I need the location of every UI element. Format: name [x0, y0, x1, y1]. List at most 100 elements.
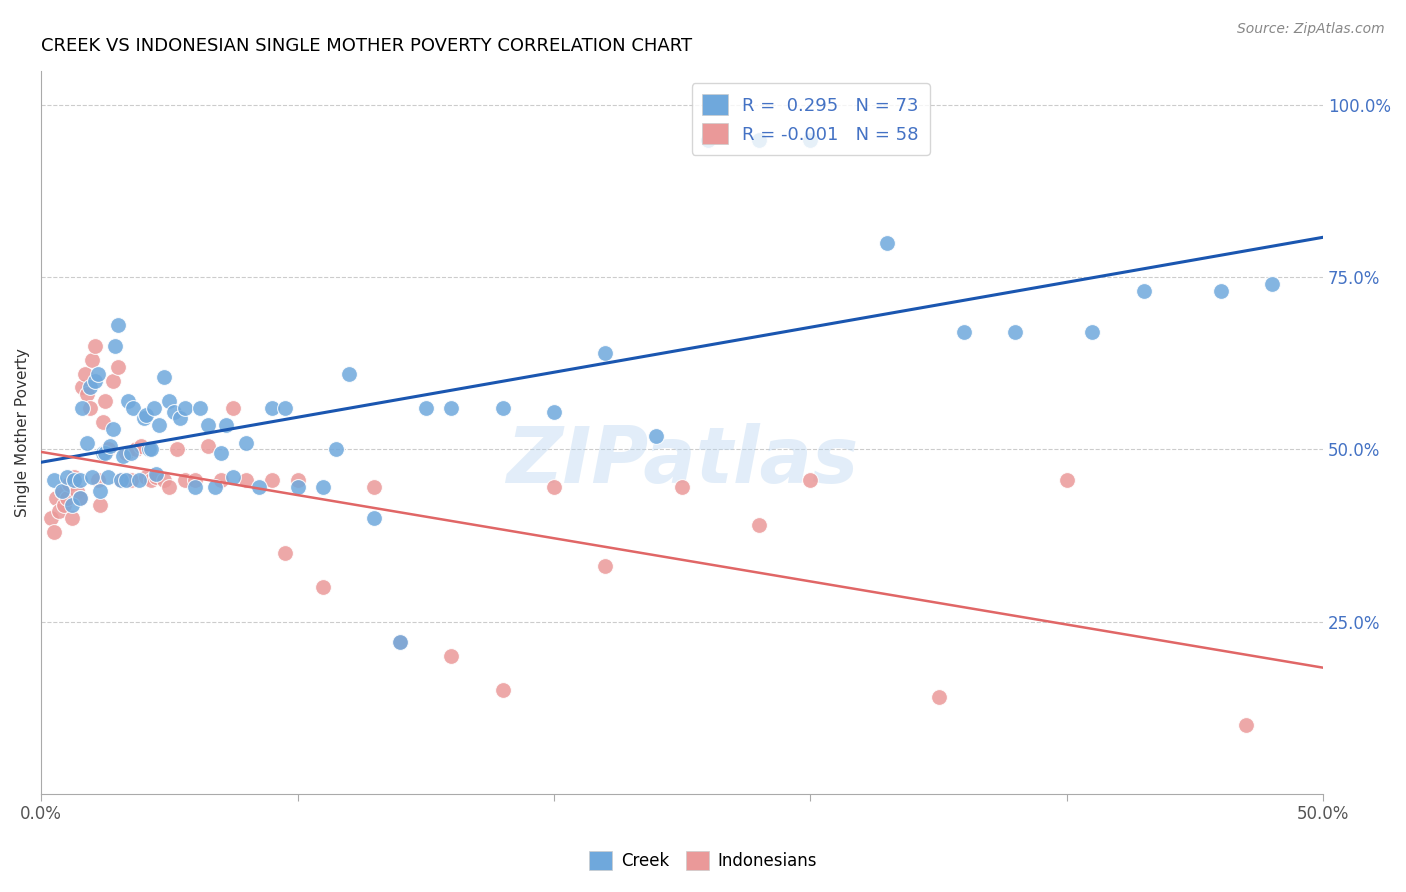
Point	[696, 132, 718, 146]
Point	[142, 401, 165, 416]
Point	[415, 401, 437, 416]
Point	[42, 524, 65, 539]
Point	[1056, 474, 1078, 488]
Point	[235, 435, 257, 450]
Point	[104, 339, 127, 353]
Point	[91, 415, 114, 429]
Point	[209, 446, 232, 460]
Point	[389, 635, 412, 649]
Point	[114, 446, 136, 460]
Point	[645, 428, 668, 442]
Point	[163, 404, 186, 418]
Point	[141, 442, 163, 457]
Point	[60, 498, 83, 512]
Point	[69, 491, 91, 505]
Point	[129, 439, 152, 453]
Point	[97, 470, 120, 484]
Point	[222, 470, 245, 484]
Point	[101, 422, 124, 436]
Point	[110, 474, 132, 488]
Point	[748, 132, 770, 146]
Point	[876, 235, 898, 250]
Point	[1004, 326, 1026, 340]
Text: CREEK VS INDONESIAN SINGLE MOTHER POVERTY CORRELATION CHART: CREEK VS INDONESIAN SINGLE MOTHER POVERT…	[41, 37, 692, 55]
Point	[287, 474, 309, 488]
Point	[389, 635, 412, 649]
Point	[197, 418, 219, 433]
Point	[110, 474, 132, 488]
Point	[91, 446, 114, 460]
Point	[82, 352, 104, 367]
Point	[51, 483, 73, 498]
Point	[45, 491, 67, 505]
Point	[593, 346, 616, 360]
Point	[1261, 277, 1284, 292]
Point	[184, 474, 207, 488]
Point	[273, 401, 295, 416]
Point	[86, 367, 108, 381]
Point	[671, 480, 693, 494]
Point	[363, 511, 385, 525]
Point	[928, 690, 950, 705]
Point	[76, 387, 98, 401]
Point	[440, 401, 463, 416]
Point	[215, 418, 238, 433]
Point	[145, 470, 167, 484]
Point	[69, 491, 91, 505]
Point	[593, 559, 616, 574]
Y-axis label: Single Mother Poverty: Single Mother Poverty	[15, 348, 30, 516]
Point	[145, 467, 167, 481]
Point	[76, 435, 98, 450]
Point	[1132, 284, 1154, 298]
Point	[148, 418, 170, 433]
Point	[204, 480, 226, 494]
Point	[55, 491, 77, 505]
Point	[312, 580, 335, 594]
Point	[273, 546, 295, 560]
Point	[73, 367, 96, 381]
Point	[209, 474, 232, 488]
Point	[188, 401, 211, 416]
Point	[42, 474, 65, 488]
Point	[107, 359, 129, 374]
Point	[799, 474, 821, 488]
Point	[543, 480, 565, 494]
Point	[197, 439, 219, 453]
Point	[1234, 718, 1257, 732]
Point	[89, 498, 111, 512]
Point	[287, 480, 309, 494]
Point	[135, 408, 157, 422]
Point	[166, 442, 188, 457]
Point	[94, 394, 117, 409]
Point	[53, 498, 76, 512]
Text: Source: ZipAtlas.com: Source: ZipAtlas.com	[1237, 22, 1385, 37]
Point	[114, 474, 136, 488]
Point	[69, 474, 91, 488]
Point	[98, 439, 121, 453]
Point	[55, 470, 77, 484]
Point	[1209, 284, 1232, 298]
Point	[70, 380, 93, 394]
Point	[235, 474, 257, 488]
Point	[97, 442, 120, 457]
Point	[132, 411, 155, 425]
Point	[125, 442, 148, 457]
Point	[79, 380, 101, 394]
Point	[120, 446, 142, 460]
Point	[128, 474, 150, 488]
Point	[89, 483, 111, 498]
Point	[51, 483, 73, 498]
Point	[173, 474, 195, 488]
Legend: R =  0.295   N = 73, R = -0.001   N = 58: R = 0.295 N = 73, R = -0.001 N = 58	[692, 83, 929, 155]
Point	[157, 394, 180, 409]
Point	[41, 511, 63, 525]
Point	[491, 683, 513, 698]
Point	[58, 476, 80, 491]
Text: ZIPatlas: ZIPatlas	[506, 423, 858, 500]
Point	[260, 474, 283, 488]
Point	[135, 470, 157, 484]
Point	[157, 480, 180, 494]
Point	[1081, 326, 1104, 340]
Point	[84, 339, 107, 353]
Point	[222, 401, 245, 416]
